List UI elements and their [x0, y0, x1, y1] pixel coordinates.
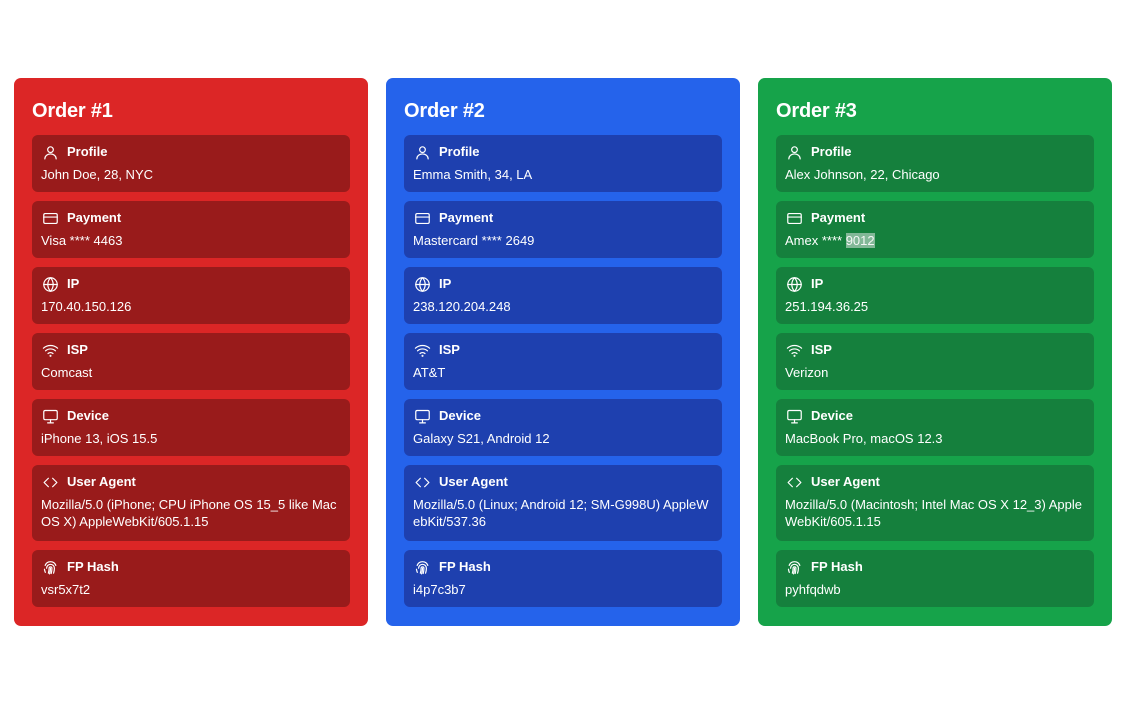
payment-field: Payment Amex **** 9012	[776, 201, 1094, 258]
fp-hash-field: FP Hash pyhfqdwb	[776, 550, 1094, 607]
field-value: i4p7c3b7	[413, 582, 466, 597]
field-label: FP Hash	[811, 559, 863, 574]
user-icon	[41, 143, 59, 161]
field-label: User Agent	[67, 474, 136, 489]
fp-hash-field: FP Hash vsr5x7t2	[32, 550, 350, 607]
field-value: Alex Johnson, 22, Chicago	[785, 167, 940, 182]
monitor-icon	[785, 407, 803, 425]
field-value: 170.40.150.126	[41, 299, 132, 314]
field-label: ISP	[811, 342, 832, 357]
device-field: Device Galaxy S21, Android 12	[404, 399, 722, 456]
field-label: ISP	[67, 342, 88, 357]
field-label: User Agent	[811, 474, 880, 489]
field-value: Visa **** 4463	[41, 233, 123, 248]
globe-icon	[41, 275, 59, 293]
code-icon	[785, 473, 803, 491]
profile-field: Profile John Doe, 28, NYC	[32, 135, 350, 192]
field-value: Verizon	[785, 365, 829, 380]
ip-field: IP 170.40.150.126	[32, 267, 350, 324]
order-card-3: Order #3 Profile Alex Johnson, 22, Chica…	[758, 78, 1112, 626]
field-value: AT&T	[413, 365, 446, 380]
user-agent-field: User Agent Mozilla/5.0 (Macintosh; Intel…	[776, 465, 1094, 541]
wifi-icon	[785, 341, 803, 359]
field-label: IP	[67, 276, 80, 291]
field-label: Payment	[67, 210, 122, 225]
field-value: Mozilla/5.0 (Linux; Android 12; SM-G998U…	[413, 497, 709, 529]
field-label: Payment	[439, 210, 494, 225]
field-value: 238.120.204.248	[413, 299, 511, 314]
ip-field: IP 238.120.204.248	[404, 267, 722, 324]
field-value: Mozilla/5.0 (iPhone; CPU iPhone OS 15_5 …	[41, 497, 337, 529]
credit-card-icon	[413, 209, 431, 227]
wifi-icon	[413, 341, 431, 359]
user-agent-field: User Agent Mozilla/5.0 (Linux; Android 1…	[404, 465, 722, 541]
order-title: Order #2	[404, 100, 485, 122]
user-agent-field: User Agent Mozilla/5.0 (iPhone; CPU iPho…	[32, 465, 350, 541]
field-value: vsr5x7t2	[41, 582, 91, 597]
order-title: Order #1	[32, 100, 113, 122]
code-icon	[41, 473, 59, 491]
device-field: Device iPhone 13, iOS 15.5	[32, 399, 350, 456]
isp-field: ISP AT&T	[404, 333, 722, 390]
field-value: Emma Smith, 34, LA	[413, 167, 533, 182]
field-label: User Agent	[439, 474, 508, 489]
field-value: MacBook Pro, macOS 12.3	[785, 431, 943, 446]
field-value: Mozilla/5.0 (Macintosh; Intel Mac OS X 1…	[785, 497, 1082, 529]
user-icon	[413, 143, 431, 161]
fingerprint-icon	[785, 558, 803, 576]
field-value: John Doe, 28, NYC	[41, 167, 154, 182]
field-label: Profile	[439, 144, 480, 159]
field-value[interactable]: Amex **** 9012	[785, 232, 1085, 249]
field-value: Comcast	[41, 365, 93, 380]
code-icon	[413, 473, 431, 491]
field-label: IP	[439, 276, 452, 291]
fingerprint-icon	[41, 558, 59, 576]
selected-text[interactable]: 9012	[845, 233, 875, 248]
field-label: Profile	[67, 144, 108, 159]
profile-field: Profile Alex Johnson, 22, Chicago	[776, 135, 1094, 192]
profile-field: Profile Emma Smith, 34, LA	[404, 135, 722, 192]
monitor-icon	[413, 407, 431, 425]
field-value: iPhone 13, iOS 15.5	[41, 431, 158, 446]
isp-field: ISP Comcast	[32, 333, 350, 390]
field-label: Payment	[811, 210, 866, 225]
fp-hash-field: FP Hash i4p7c3b7	[404, 550, 722, 607]
ip-field: IP 251.194.36.25	[776, 267, 1094, 324]
field-value: pyhfqdwb	[785, 582, 841, 597]
order-title: Order #3	[776, 100, 857, 122]
device-field: Device MacBook Pro, macOS 12.3	[776, 399, 1094, 456]
credit-card-icon	[41, 209, 59, 227]
field-value: Galaxy S21, Android 12	[413, 431, 550, 446]
user-icon	[785, 143, 803, 161]
field-value: 251.194.36.25	[785, 299, 869, 314]
credit-card-icon	[785, 209, 803, 227]
field-label: Profile	[811, 144, 852, 159]
field-label: Device	[439, 408, 481, 423]
order-card-1: Order #1 Profile John Doe, 28, NYC Payme…	[14, 78, 368, 626]
payment-field: Payment Mastercard **** 2649	[404, 201, 722, 258]
field-label: ISP	[439, 342, 460, 357]
order-card-2: Order #2 Profile Emma Smith, 34, LA Paym…	[386, 78, 740, 626]
wifi-icon	[41, 341, 59, 359]
monitor-icon	[41, 407, 59, 425]
isp-field: ISP Verizon	[776, 333, 1094, 390]
field-label: FP Hash	[439, 559, 491, 574]
field-label: IP	[811, 276, 824, 291]
payment-field: Payment Visa **** 4463	[32, 201, 350, 258]
globe-icon	[413, 275, 431, 293]
globe-icon	[785, 275, 803, 293]
card-number-prefix: Amex ****	[785, 233, 846, 248]
fingerprint-icon	[413, 558, 431, 576]
field-label: Device	[67, 408, 109, 423]
field-label: FP Hash	[67, 559, 119, 574]
field-value: Mastercard **** 2649	[413, 233, 535, 248]
field-label: Device	[811, 408, 853, 423]
